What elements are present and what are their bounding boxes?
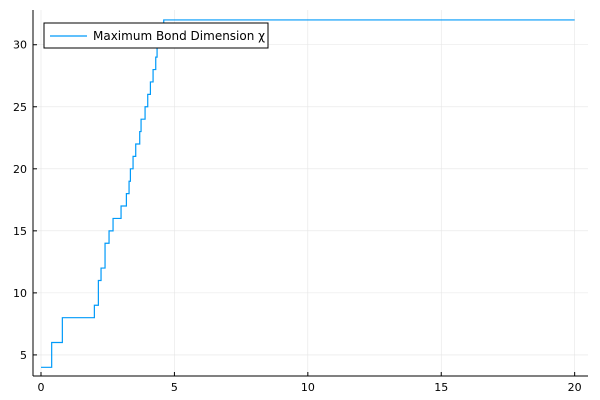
tick-marks: 0 5 10 15 20 5 10 15 20 25 30 — [13, 39, 582, 394]
x-tick-label: 10 — [301, 381, 315, 394]
x-tick-label: 20 — [568, 381, 582, 394]
x-tick-label: 15 — [434, 381, 448, 394]
legend: Maximum Bond Dimension χ — [43, 22, 269, 49]
y-tick-label: 20 — [13, 163, 27, 176]
axes — [32, 10, 588, 377]
y-tick-label: 10 — [13, 287, 27, 300]
y-tick-label: 15 — [13, 225, 27, 238]
legend-label: Maximum Bond Dimension χ — [93, 29, 265, 43]
series-layer — [41, 19, 575, 368]
x-tick-label: 5 — [171, 381, 178, 394]
y-tick-label: 30 — [13, 39, 27, 52]
series-line — [41, 19, 575, 368]
x-tick-label: 0 — [38, 381, 45, 394]
y-tick-label: 25 — [13, 101, 27, 114]
grid-lines — [33, 10, 588, 376]
y-tick-label: 5 — [20, 349, 27, 362]
